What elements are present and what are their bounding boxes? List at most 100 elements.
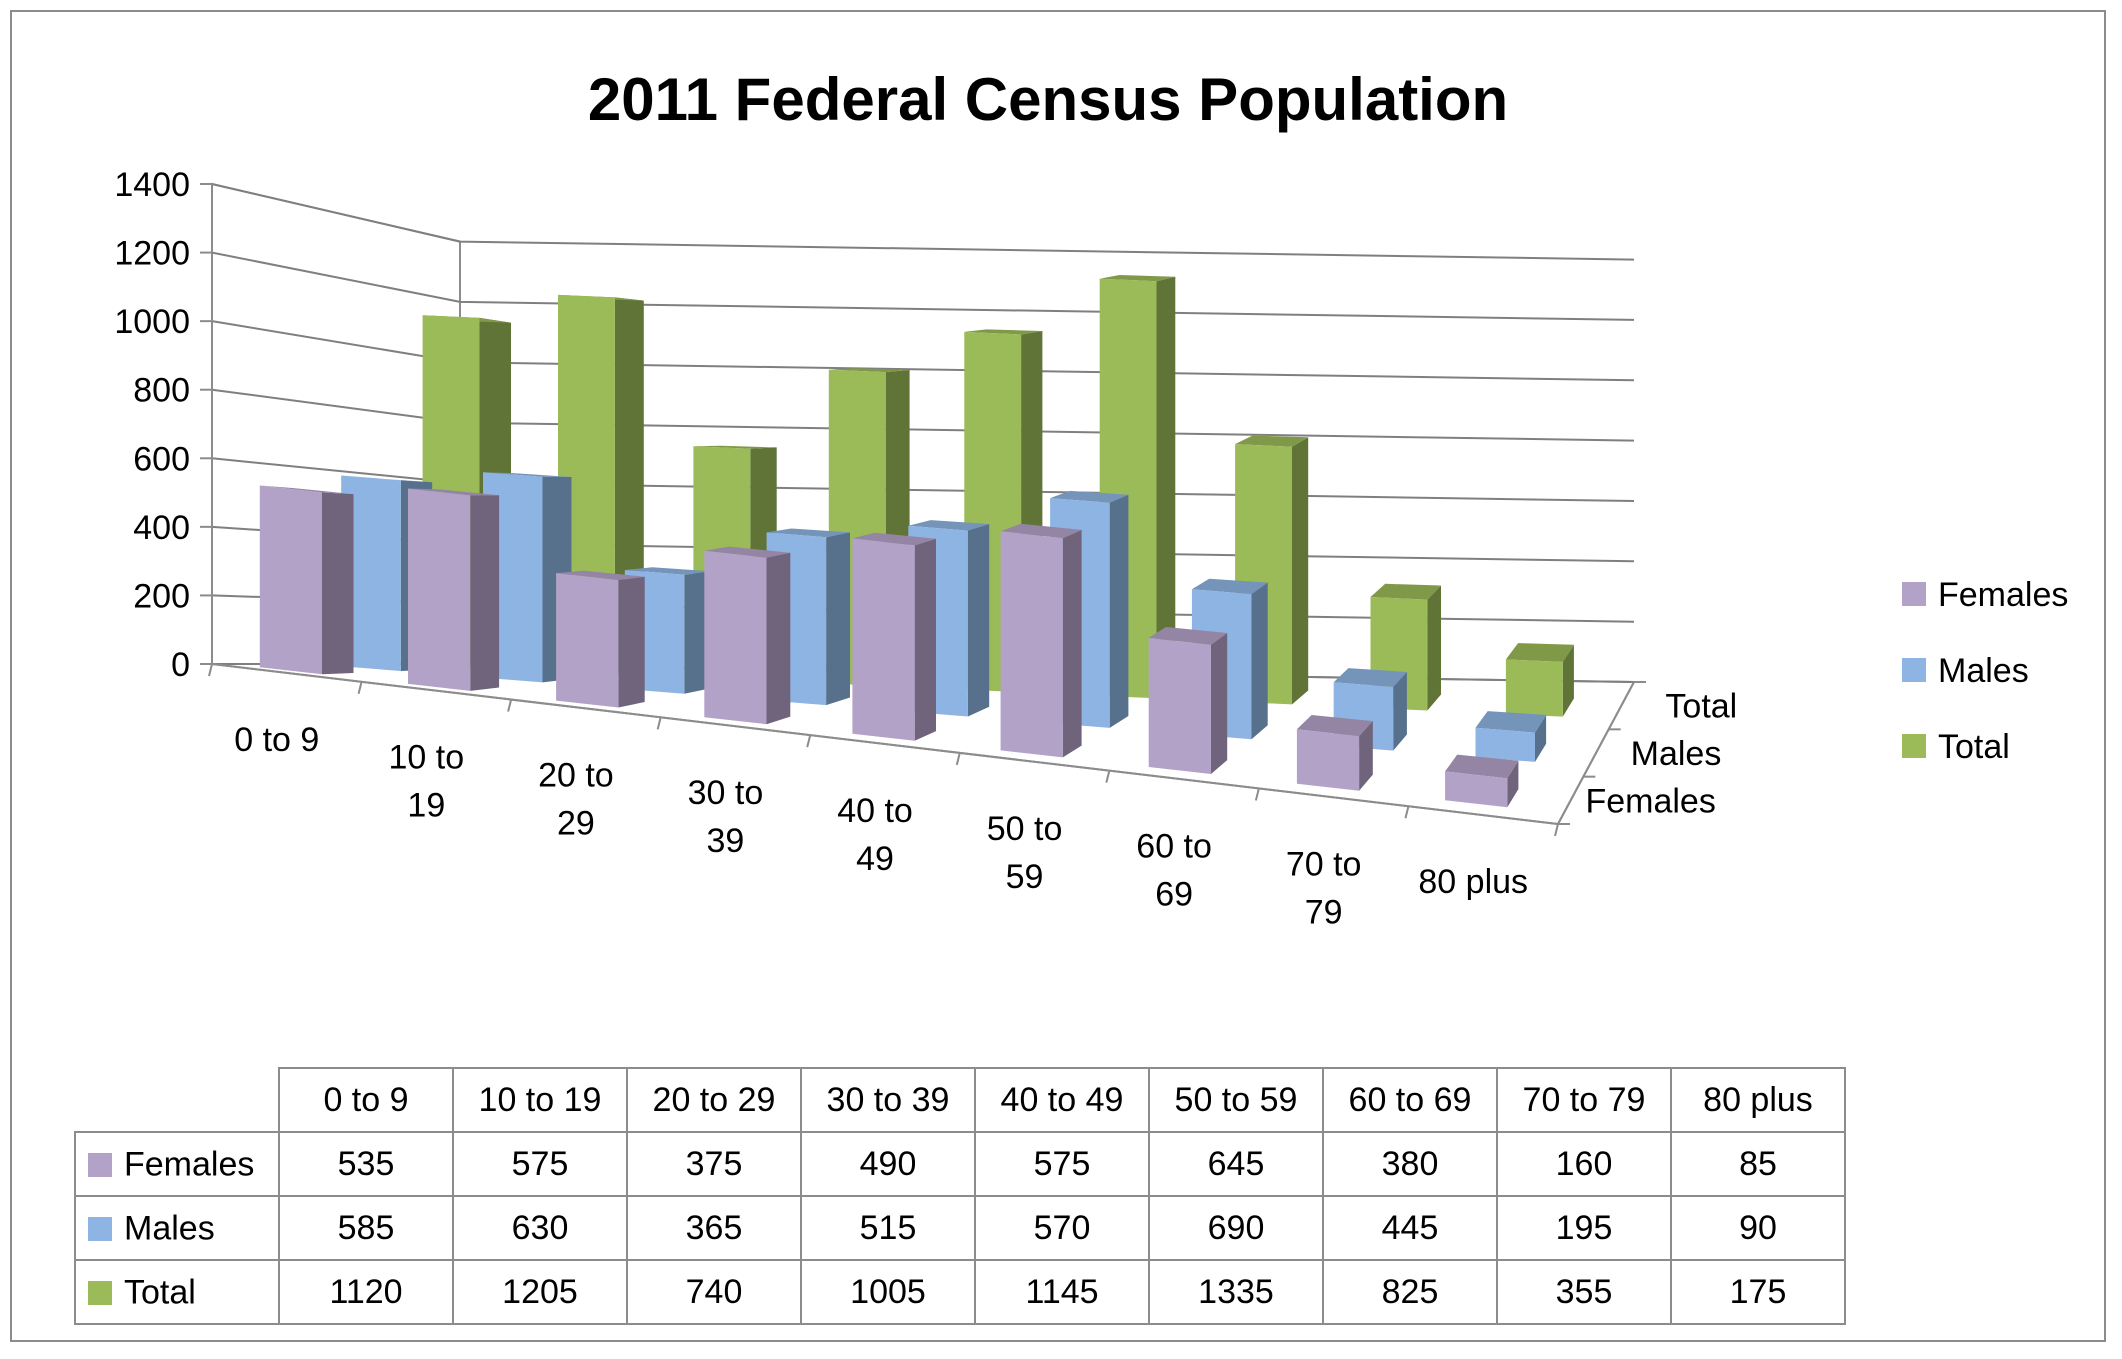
bar-side bbox=[1062, 529, 1082, 758]
bar-front bbox=[1296, 729, 1360, 791]
legend-swatch-males bbox=[1902, 658, 1926, 682]
bar-side bbox=[1507, 760, 1519, 808]
table-cell: 585 bbox=[278, 1195, 454, 1261]
table-column-header: 20 to 29 bbox=[626, 1067, 802, 1133]
table-cell: 1005 bbox=[800, 1259, 976, 1325]
x-tick-label: 0 to 9 bbox=[234, 721, 319, 759]
bar-front bbox=[259, 485, 322, 675]
bar-front bbox=[1445, 771, 1508, 808]
bar-top bbox=[1445, 754, 1519, 779]
x-tick-mark bbox=[1254, 788, 1260, 801]
gridline bbox=[211, 183, 1635, 261]
table-row-header: Total bbox=[74, 1259, 280, 1325]
y-tick-label: 0 bbox=[171, 646, 190, 684]
bar-side bbox=[1535, 714, 1547, 762]
table-cell: 90 bbox=[1670, 1195, 1846, 1261]
depth-axis-line bbox=[1557, 681, 1635, 825]
bar-side bbox=[684, 571, 711, 694]
table-column-header: 30 to 39 bbox=[800, 1067, 976, 1133]
bar-females-0 bbox=[259, 485, 354, 675]
table-cell: 575 bbox=[452, 1131, 628, 1197]
table-legend-swatch bbox=[88, 1280, 112, 1305]
y-tick-labels: 0 200 400 600 800 1000 1200 1400 bbox=[114, 166, 190, 684]
gridline bbox=[211, 251, 1635, 321]
bar-females-4 bbox=[852, 532, 936, 741]
table-row: Males 585 630 365 515 570 690 445 195 90 bbox=[74, 1195, 1846, 1261]
y-tick-label: 800 bbox=[133, 372, 190, 410]
bar-females-5 bbox=[1000, 523, 1082, 758]
bar-side bbox=[826, 532, 850, 706]
bar-top bbox=[1000, 523, 1082, 539]
bar-top bbox=[852, 532, 936, 546]
table-row-header: Males bbox=[74, 1195, 280, 1261]
bar-front bbox=[1148, 637, 1211, 774]
bar-top bbox=[1235, 435, 1309, 447]
bar-front bbox=[704, 550, 767, 725]
y-tick-label: 1400 bbox=[114, 166, 190, 204]
bar-top bbox=[1099, 275, 1176, 282]
bar-top bbox=[828, 368, 910, 373]
table-cell: 195 bbox=[1496, 1195, 1672, 1261]
bar-front bbox=[1505, 659, 1563, 717]
bar-top bbox=[1148, 627, 1228, 645]
table-body: Females 535 575 375 490 575 645 380 160 85 Males 58… bbox=[74, 1131, 1846, 1325]
table-row: Total 1120 1205 740 1005 1145 1335 825 355 175 bbox=[74, 1259, 1846, 1325]
x-tick-mark bbox=[955, 752, 961, 766]
table-cell: 375 bbox=[626, 1131, 802, 1197]
depth-tick-labels: Total Males Females bbox=[1585, 688, 1737, 821]
bar-top bbox=[1505, 643, 1574, 662]
bar-side bbox=[914, 538, 936, 741]
bar-total-8 bbox=[1505, 643, 1574, 717]
chart-title: 2011 Federal Census Population bbox=[588, 66, 1508, 133]
table-cell: 85 bbox=[1670, 1131, 1846, 1197]
table-cell: 1205 bbox=[452, 1259, 628, 1325]
x-tick-mark bbox=[208, 663, 213, 677]
table-cell: 740 bbox=[626, 1259, 802, 1325]
x-tick-label: 10 to 19 bbox=[389, 739, 465, 825]
x-tick-mark bbox=[507, 699, 513, 712]
bars bbox=[259, 275, 1574, 808]
table-cell: 630 bbox=[452, 1195, 628, 1261]
bar-side bbox=[1292, 437, 1309, 705]
bar-top bbox=[1333, 668, 1407, 687]
table-cell: 445 bbox=[1322, 1195, 1498, 1261]
bar-side bbox=[1251, 582, 1268, 740]
bar-top bbox=[556, 570, 645, 581]
table-column-header: 80 plus bbox=[1670, 1067, 1846, 1133]
bar-side bbox=[1562, 644, 1574, 717]
legend: Females Males Total bbox=[1902, 576, 2068, 766]
y-tick-label: 1200 bbox=[114, 235, 190, 273]
table-cell: 365 bbox=[626, 1195, 802, 1261]
x-tick-labels: 0 to 9 10 to 19 20 to 29 30 to 39 40 to 49 50 to 5… bbox=[234, 721, 1528, 931]
y-tick-label: 600 bbox=[133, 440, 190, 478]
bar-females-7 bbox=[1296, 715, 1373, 791]
bar-side bbox=[618, 576, 645, 708]
y-tick-label: 1000 bbox=[114, 303, 190, 341]
bar-females-2 bbox=[556, 570, 645, 708]
table-row: Females 535 575 375 490 575 645 380 160 85 bbox=[74, 1131, 1846, 1197]
table-cell: 160 bbox=[1496, 1131, 1672, 1197]
bar-side bbox=[1427, 585, 1441, 711]
bar-top bbox=[964, 329, 1043, 335]
bar-front bbox=[1000, 531, 1063, 758]
table-cell: 175 bbox=[1670, 1259, 1846, 1325]
chart-plot: 2011 Federal Census Population 0 200 400 60… bbox=[114, 66, 2068, 931]
table-row-label: Males bbox=[124, 1209, 215, 1248]
bar-top bbox=[483, 472, 572, 477]
table-row-header: Females bbox=[74, 1131, 280, 1197]
bar-side bbox=[1109, 494, 1129, 728]
x-tick-mark bbox=[357, 681, 363, 695]
x-tick-label: 60 to 69 bbox=[1136, 828, 1212, 914]
y-tick-label: 400 bbox=[133, 509, 190, 547]
table-legend-swatch bbox=[88, 1216, 112, 1241]
table-row-label: Total bbox=[124, 1273, 196, 1312]
table-column-header: 10 to 19 bbox=[452, 1067, 628, 1133]
bar-top bbox=[1191, 578, 1268, 595]
bar-side bbox=[1359, 721, 1373, 791]
bar-top bbox=[766, 528, 850, 538]
x-tick-label: 40 to 49 bbox=[837, 792, 913, 878]
bar-top bbox=[693, 445, 777, 449]
bar-front bbox=[852, 538, 915, 741]
x-tick-label: 30 to 39 bbox=[688, 774, 764, 860]
depth-tick-label: Total bbox=[1665, 688, 1737, 726]
